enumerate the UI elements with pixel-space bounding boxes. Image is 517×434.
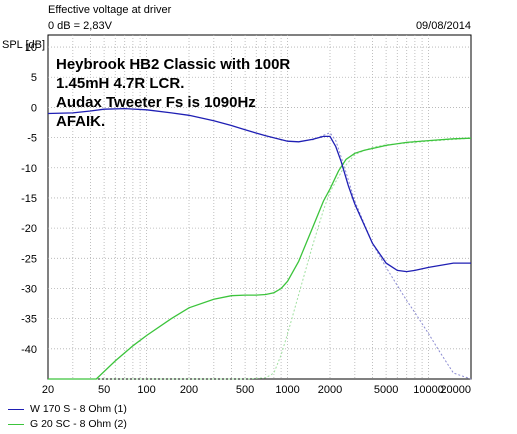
y-tick-label: 10 (25, 42, 37, 54)
plot-frame (47, 34, 472, 380)
y-tick-label: -35 (21, 314, 37, 326)
y-axis-label: SPL [dB] (2, 39, 45, 51)
legend-swatch-blue (8, 408, 24, 410)
reference-level: 0 dB = 2,83V (48, 20, 112, 32)
annotation-line-4: AFAIK. (56, 113, 105, 130)
y-tick-label: -10 (21, 163, 37, 175)
y-tick-label: -30 (21, 283, 37, 295)
x-tick-label: 50 (98, 384, 110, 396)
x-tick-label: 20 (42, 384, 54, 396)
legend-item-g20sc: G 20 SC - 8 Ohm (2) (8, 418, 127, 430)
legend-item-w170s: W 170 S - 8 Ohm (1) (8, 403, 127, 415)
legend-label-w170s: W 170 S - 8 Ohm (1) (30, 403, 127, 415)
y-tick-label: -5 (27, 133, 37, 145)
y-tick-label: -40 (21, 344, 37, 356)
y-tick-label: -20 (21, 223, 37, 235)
series-line-3 (48, 137, 472, 380)
x-tick-label: 10000 (413, 384, 444, 396)
x-tick-label: 20000 (440, 384, 471, 396)
measurement-date: 09/08/2014 (415, 20, 471, 32)
grid-lines (48, 35, 471, 379)
x-tick-label: 500 (236, 384, 254, 396)
annotation-line-1: Heybrook HB2 Classic with 100R (56, 56, 290, 73)
x-tick-label: 2000 (318, 384, 342, 396)
legend-label-g20sc: G 20 SC - 8 Ohm (2) (30, 418, 127, 430)
y-tick-labels: 10 5 0 -5 -10 -15 -20 -25 -30 -35 -40 (21, 42, 37, 356)
series-lines (47, 107, 472, 380)
x-tick-label: 100 (137, 384, 155, 396)
chart-header-title: Effective voltage at driver (48, 4, 172, 16)
y-tick-label: 5 (31, 72, 37, 84)
y-tick-label: -25 (21, 253, 37, 265)
x-tick-label: 1000 (275, 384, 299, 396)
y-tick-label: 0 (31, 102, 37, 114)
y-tick-label: -15 (21, 193, 37, 205)
legend-swatch-green (8, 423, 24, 425)
series-line-1 (47, 107, 471, 273)
series-line-2 (312, 132, 472, 380)
x-tick-label: 5000 (374, 384, 398, 396)
annotation-line-3: Audax Tweeter Fs is 1090Hz (56, 94, 256, 111)
x-tick-label: 200 (180, 384, 198, 396)
annotation-line-2: 1.45mH 4.7R LCR. (56, 75, 184, 92)
